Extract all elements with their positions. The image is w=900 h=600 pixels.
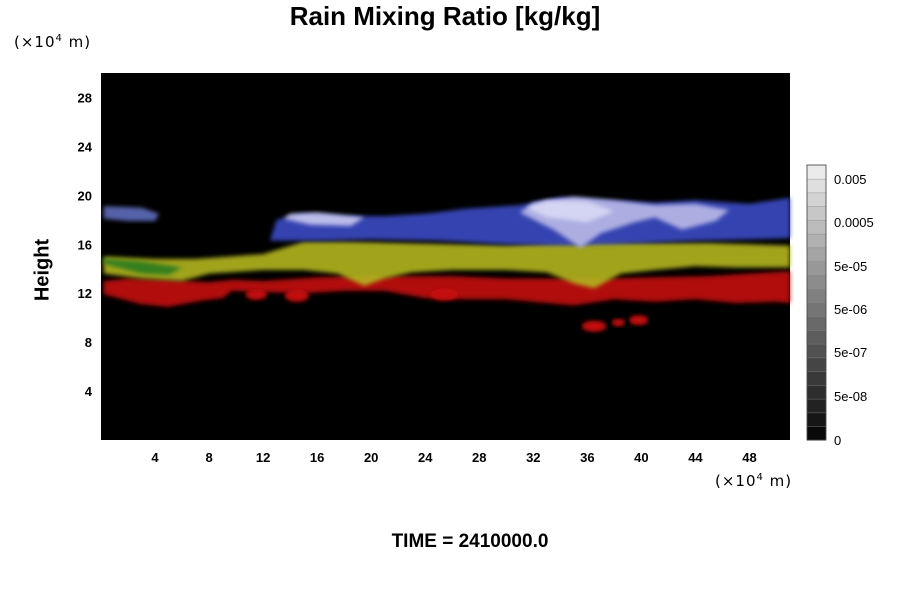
x-tick-label: 12 bbox=[256, 450, 270, 465]
colorbar-label: 5e-07 bbox=[834, 345, 867, 360]
colorbar-swatch bbox=[806, 412, 827, 427]
colorbar-swatch bbox=[806, 426, 827, 441]
x-tick-label: 28 bbox=[472, 450, 486, 465]
colorbar-swatch bbox=[806, 398, 827, 414]
layer-blue-left bbox=[103, 206, 160, 221]
colorbar-swatch bbox=[806, 164, 827, 180]
y-tick-label: 24 bbox=[78, 139, 93, 154]
colorbar-swatch bbox=[806, 384, 827, 400]
x-tick-label: 8 bbox=[205, 450, 212, 465]
layer-white-2 bbox=[283, 212, 365, 226]
layer-white-3 bbox=[526, 200, 615, 223]
colorbar-swatch bbox=[806, 219, 827, 235]
colorbar-swatch bbox=[806, 343, 827, 359]
colorbar-label: 0.0005 bbox=[834, 215, 874, 230]
x-axis: 4 8 12 16 20 24 28 32 36 40 44 48 bbox=[151, 450, 756, 465]
y-tick-label: 28 bbox=[78, 90, 92, 105]
colorbar-swatch bbox=[806, 274, 827, 290]
y-tick-label: 16 bbox=[78, 237, 92, 252]
colorbar-label: 5e-06 bbox=[834, 302, 867, 317]
y-tick-label: 20 bbox=[78, 188, 92, 203]
y-axis-unit: (×104 m) bbox=[14, 33, 92, 51]
colorbar-label: 5e-05 bbox=[834, 259, 867, 274]
colorbar-swatch bbox=[806, 192, 827, 207]
x-tick-label: 44 bbox=[688, 450, 703, 465]
y-tick-label: 8 bbox=[85, 335, 92, 350]
blob-4 bbox=[284, 289, 310, 302]
layer-green bbox=[103, 258, 183, 275]
blob-2 bbox=[629, 315, 649, 326]
colorbar-swatch bbox=[806, 247, 827, 262]
colorbar-label: 5e-08 bbox=[834, 389, 867, 404]
colorbar-swatch bbox=[806, 206, 827, 221]
x-tick-label: 36 bbox=[580, 450, 594, 465]
x-tick-label: 20 bbox=[364, 450, 378, 465]
x-tick-label: 24 bbox=[418, 450, 433, 465]
heatmap-layers bbox=[103, 196, 790, 332]
colorbar-swatch bbox=[806, 178, 827, 194]
colorbar-swatch bbox=[806, 329, 827, 345]
y-tick-label: 4 bbox=[85, 384, 93, 399]
x-tick-label: 16 bbox=[310, 450, 324, 465]
blob-3 bbox=[245, 288, 268, 300]
layer-yellow bbox=[103, 241, 790, 289]
x-tick-label: 48 bbox=[742, 450, 756, 465]
x-axis-unit: (×104 m) bbox=[715, 472, 793, 490]
colorbar-swatch bbox=[806, 371, 827, 386]
colorbar-swatch bbox=[806, 357, 827, 372]
colorbar-swatch bbox=[806, 261, 827, 276]
chart-title: Rain Mixing Ratio [kg/kg] bbox=[289, 1, 601, 31]
blob-5 bbox=[430, 288, 458, 301]
blob-0 bbox=[581, 320, 607, 332]
colorbar-label: 0.005 bbox=[834, 172, 867, 187]
colorbar-swatch bbox=[806, 233, 827, 249]
x-tick-label: 32 bbox=[526, 450, 540, 465]
colorbar: 0.005 0.0005 5e-05 5e-06 5e-07 5e-08 0 bbox=[806, 164, 874, 448]
colorbar-swatch bbox=[806, 288, 827, 304]
time-label: TIME = 2410000.0 bbox=[391, 531, 549, 552]
y-tick-label: 12 bbox=[78, 286, 92, 301]
colorbar-frame bbox=[806, 164, 827, 441]
blob-1 bbox=[611, 318, 626, 327]
y-axis: 4 8 12 16 20 24 28 bbox=[78, 90, 93, 399]
colorbar-label: 0 bbox=[834, 433, 841, 448]
x-tick-label: 4 bbox=[151, 450, 159, 465]
colorbar-swatch bbox=[806, 302, 827, 317]
x-tick-label: 40 bbox=[634, 450, 648, 465]
colorbar-swatch bbox=[806, 316, 827, 331]
